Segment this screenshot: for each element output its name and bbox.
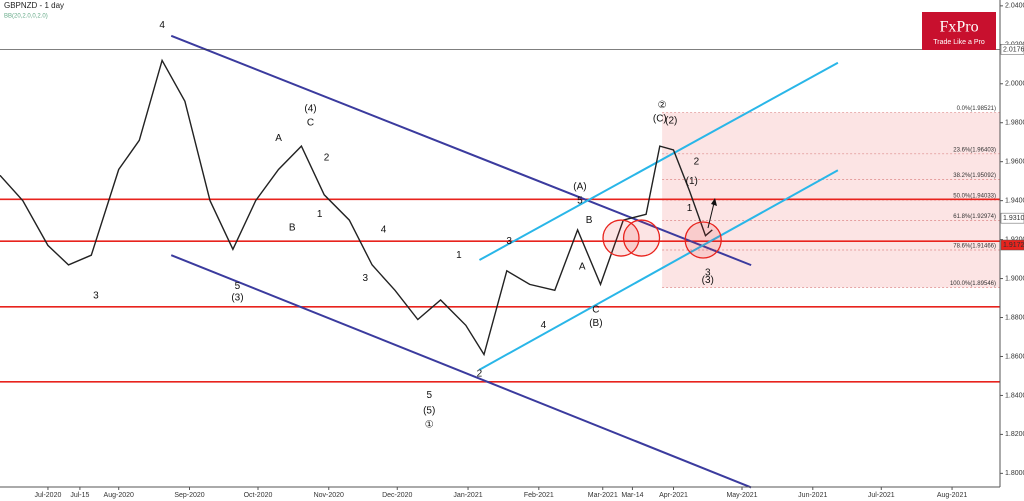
logo-brand: FxPro: [939, 19, 978, 36]
y-tick-label: 1.88000: [1005, 314, 1024, 321]
plot-area: 0.0%(1.98521) 23.6%(1.96403) 38.2%(1.95092…: [0, 20, 1000, 489]
wave-label: 1: [456, 250, 462, 261]
wave-label: A: [579, 262, 586, 273]
wave-label: B: [586, 215, 593, 226]
fib-label: 78.6%(1.91466): [953, 244, 996, 250]
wave-label: C: [592, 304, 599, 315]
wave-label: ①: [425, 419, 434, 430]
price-line-series: [0, 58, 713, 357]
highlight-circle: [602, 219, 640, 257]
wave-label: (3): [231, 293, 243, 304]
price-tag-label: 2.01763: [1003, 46, 1024, 53]
y-tick-label: 1.82000: [1005, 431, 1024, 438]
price-tag: [1000, 239, 1024, 251]
x-tick-label: Mar-14: [621, 492, 643, 499]
wave-label: 2: [324, 152, 330, 163]
price-tag-label: 1.91722: [1003, 242, 1024, 249]
x-tick-label: Jun-2021: [798, 492, 827, 499]
wave-label: 4: [159, 20, 165, 31]
wave-label: 1: [687, 203, 693, 214]
y-tick-label: 2.00000: [1005, 81, 1024, 88]
wave-label: B: [289, 223, 296, 234]
wave-label: 3: [363, 273, 369, 284]
logo-box: [922, 12, 996, 50]
wave-label: 4: [541, 320, 547, 331]
x-tick-label: Dec-2020: [382, 492, 412, 499]
wave-label: (C): [653, 113, 667, 124]
arrow: [707, 202, 715, 229]
y-tick-label: 1.94000: [1005, 197, 1024, 204]
x-tick-label: Mar-2021: [588, 492, 618, 499]
wave-label: 5: [577, 195, 583, 206]
wave-label: (2): [665, 115, 677, 126]
x-tick-label: Oct-2020: [244, 492, 273, 499]
price-tag: [1000, 212, 1024, 224]
wave-label: (1): [686, 176, 698, 187]
x-tick-label: Jul-2020: [35, 492, 62, 499]
chart-title: GBPNZD - 1 day: [4, 1, 64, 10]
x-tick-label: Aug-2020: [104, 492, 134, 499]
wave-label: 2: [694, 156, 700, 167]
wave-label: (B): [589, 318, 602, 329]
price-tag: [1000, 44, 1024, 55]
fib-label: 23.6%(1.96403): [953, 147, 996, 153]
wave-label: (3): [702, 275, 714, 286]
wave-label: 5: [235, 281, 241, 292]
x-tick-label: Apr-2021: [659, 492, 688, 499]
wave-label: 5: [426, 390, 432, 401]
highlight-circle: [622, 219, 661, 257]
wave-label: 1: [317, 209, 323, 220]
y-tick-label: 1.96000: [1005, 159, 1024, 166]
wave-label: C: [307, 117, 314, 128]
x-tick-label: Nov-2020: [314, 492, 344, 499]
x-tick-label: Feb-2021: [524, 492, 554, 499]
wave-label: A: [275, 133, 282, 144]
fib-label: 38.2%(1.95092): [953, 173, 996, 179]
channel-line: [478, 61, 839, 261]
wave-label: (A): [573, 182, 586, 193]
y-tick-label: 1.90000: [1005, 275, 1024, 282]
x-tick-label: May-2021: [726, 492, 757, 499]
x-tick-label: Aug-2021: [937, 492, 967, 499]
arrow-head: [711, 198, 717, 206]
wave-label: (5): [423, 406, 435, 417]
fib-label: 0.0%(1.98521): [957, 106, 996, 112]
y-tick-label: 1.80000: [1005, 470, 1024, 477]
channel-line: [170, 34, 752, 267]
fib-label: 50.0%(1.94033): [953, 194, 996, 200]
fib-label: 100.0%(1.89546): [950, 281, 996, 287]
y-tick-label: 2.04000: [1005, 3, 1024, 10]
wave-label: 2: [477, 369, 483, 380]
x-tick-label: Sep-2020: [174, 492, 204, 499]
wave-label: 3: [93, 291, 99, 302]
wave-label: ②: [658, 100, 667, 111]
fib-label: 61.8%(1.92974): [953, 214, 996, 220]
y-tick-label: 1.86000: [1005, 353, 1024, 360]
wave-label: (4): [304, 104, 316, 115]
channel-line: [478, 169, 839, 371]
y-tick-label: 1.84000: [1005, 392, 1024, 399]
wave-label: 3: [506, 236, 512, 247]
logo-slogan: Trade Like a Pro: [933, 39, 985, 46]
highlight-circle: [684, 221, 722, 259]
channel-line: [170, 254, 752, 489]
indicator-label: BB(20,2.0,0,2.0): [4, 14, 48, 20]
x-tick-label: Jul-15: [70, 492, 89, 499]
y-tick-label: 1.98000: [1005, 120, 1024, 127]
wave-label: 3: [705, 267, 711, 278]
x-tick-label: Jul-2021: [868, 492, 895, 499]
x-tick-label: Jan-2021: [453, 492, 482, 499]
wave-label: 4: [381, 225, 387, 236]
